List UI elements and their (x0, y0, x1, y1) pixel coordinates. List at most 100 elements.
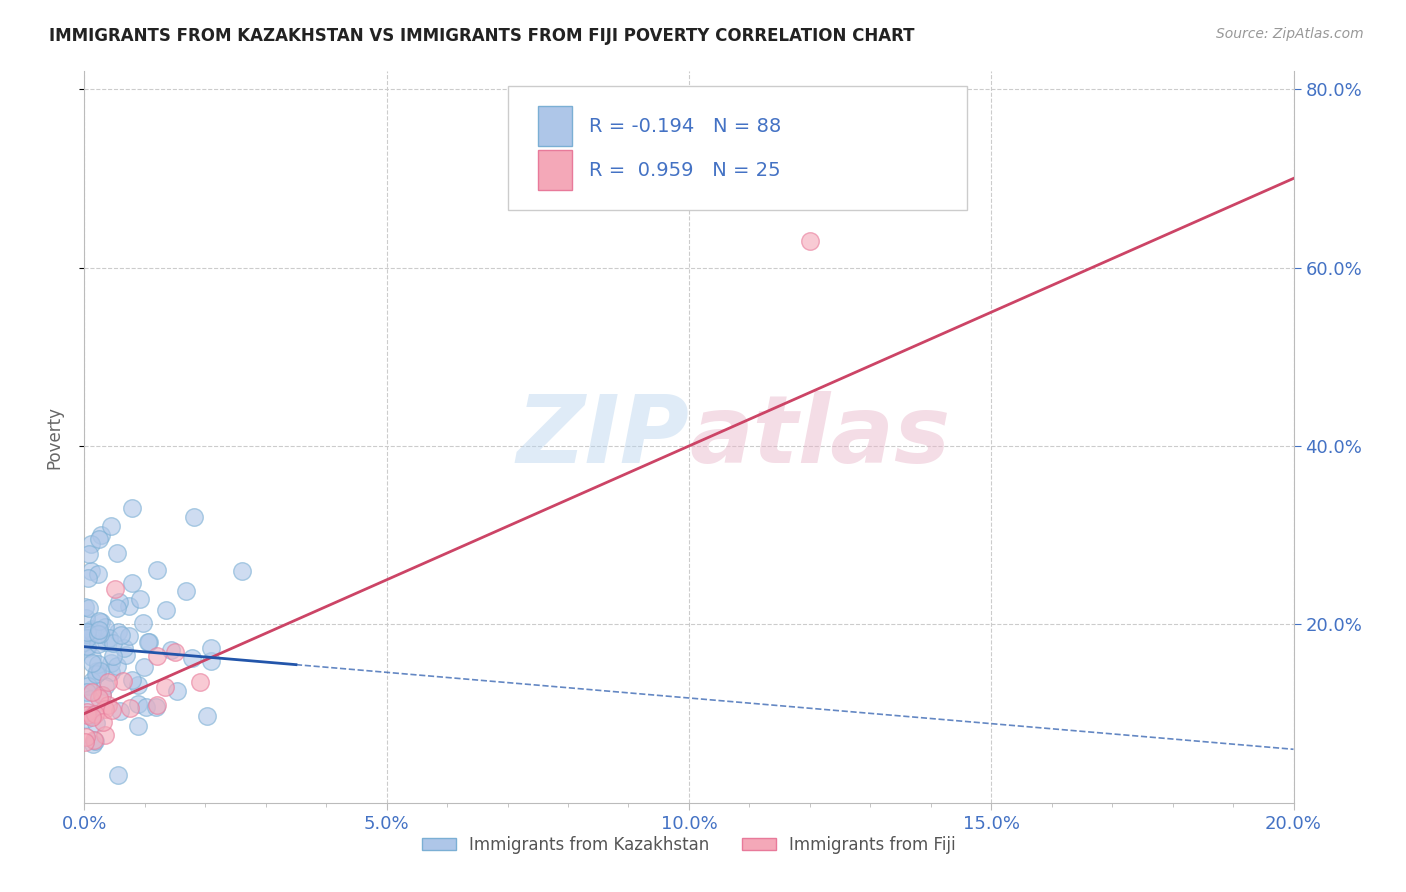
Text: ZIP: ZIP (516, 391, 689, 483)
Point (94, 620, 117, 634)
Point (107, 768, 129, 782)
Point (76, 625, 98, 640)
Point (107, 600, 129, 615)
Point (80, 650, 103, 665)
Point (107, 546, 129, 560)
Point (89, 665, 111, 679)
Point (80, 685, 103, 699)
Point (94, 702, 117, 716)
Point (138, 635, 160, 649)
Point (83, 706, 105, 721)
Point (73, 599, 96, 614)
Point (104, 582, 127, 596)
Bar (538, 150, 572, 190)
Point (86, 665, 108, 680)
Point (82, 674, 104, 689)
Point (76, 685, 98, 699)
Point (75, 730, 97, 744)
Text: R =  0.959   N = 25: R = 0.959 N = 25 (589, 161, 780, 179)
Point (75, 635, 97, 649)
Text: Source: ZipAtlas.com: Source: ZipAtlas.com (1216, 27, 1364, 41)
Point (76, 641, 98, 656)
Y-axis label: Poverty: Poverty (45, 406, 63, 468)
Point (84, 734, 107, 748)
Point (77, 679, 100, 693)
Point (96, 635, 118, 649)
Point (120, 701, 142, 715)
Point (100, 656, 122, 670)
Point (138, 635, 160, 649)
Text: atlas: atlas (689, 391, 950, 483)
Bar (538, 106, 572, 146)
Point (91, 688, 114, 702)
Point (101, 636, 124, 650)
Point (181, 651, 204, 665)
Point (94, 729, 117, 743)
Point (79, 624, 101, 638)
Point (115, 648, 138, 662)
Point (89, 627, 111, 641)
Point (97, 698, 120, 713)
Point (75, 611, 97, 625)
Point (134, 660, 156, 674)
Point (82, 656, 104, 670)
Point (86, 657, 108, 671)
Point (101, 649, 124, 664)
Point (195, 709, 218, 723)
Point (86, 567, 108, 582)
Point (146, 698, 169, 712)
Point (107, 625, 129, 640)
Point (101, 703, 124, 717)
Point (97, 675, 120, 690)
Point (127, 678, 149, 692)
Point (76, 707, 98, 722)
Point (94, 679, 117, 693)
Point (188, 674, 211, 689)
Point (76, 631, 98, 645)
Point (90, 615, 112, 629)
Point (90, 528, 112, 542)
Point (79, 691, 101, 706)
Point (87, 614, 110, 628)
Point (132, 616, 155, 631)
Point (100, 519, 122, 533)
Point (200, 641, 222, 656)
Point (76, 571, 98, 585)
Point (77, 601, 100, 615)
Point (80, 627, 103, 641)
Point (174, 583, 197, 598)
Point (75, 711, 97, 725)
Point (166, 684, 188, 698)
Point (231, 564, 253, 578)
Point (118, 599, 141, 614)
Point (86, 715, 108, 730)
Point (163, 645, 186, 659)
Text: R = -0.194   N = 88: R = -0.194 N = 88 (589, 117, 780, 136)
Point (200, 654, 222, 668)
Point (121, 501, 143, 516)
Point (146, 648, 169, 663)
Point (87, 533, 110, 547)
Point (83, 732, 105, 747)
Point (160, 643, 183, 657)
Point (118, 628, 141, 642)
Point (183, 510, 205, 524)
Point (127, 718, 149, 732)
Point (112, 673, 135, 688)
Point (80, 624, 103, 639)
Point (79, 537, 101, 551)
Point (82, 737, 104, 751)
Point (87, 690, 110, 705)
Point (155, 603, 177, 617)
Point (84, 667, 107, 681)
Point (98, 631, 121, 645)
Point (82, 708, 104, 723)
Point (87, 627, 110, 641)
Point (91, 715, 114, 730)
Point (75, 627, 97, 641)
Point (146, 563, 169, 577)
Point (79, 564, 101, 578)
Point (105, 659, 128, 673)
Point (155, 680, 177, 694)
Point (90, 688, 112, 702)
